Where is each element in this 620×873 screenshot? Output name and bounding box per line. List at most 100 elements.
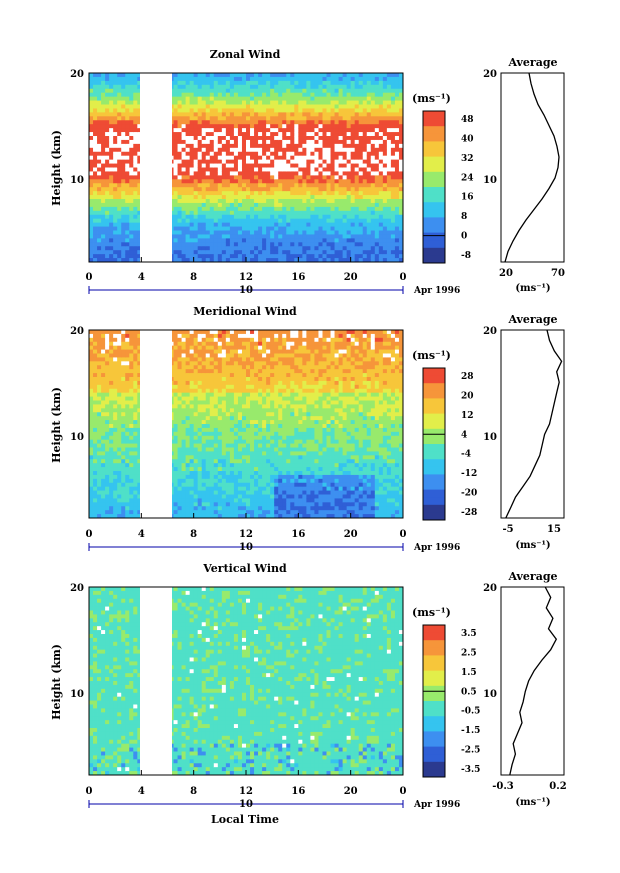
heatmap-cell bbox=[322, 210, 327, 216]
heatmap-cell bbox=[101, 463, 106, 468]
heatmap-cell bbox=[117, 471, 122, 476]
heatmap-cell bbox=[89, 412, 94, 417]
heatmap-cell bbox=[229, 84, 235, 90]
heatmap-cell bbox=[233, 250, 239, 255]
heatmap-cell bbox=[185, 151, 191, 157]
heatmap-cell bbox=[398, 108, 404, 113]
heatmap-cell bbox=[97, 242, 102, 247]
heatmap-cell bbox=[394, 258, 400, 263]
heatmap-cell bbox=[225, 226, 231, 231]
heatmap-cell bbox=[209, 195, 215, 200]
heatmap-cell bbox=[258, 246, 263, 251]
heatmap-cell bbox=[318, 116, 323, 121]
heatmap-cell bbox=[205, 242, 211, 247]
heatmap-cell bbox=[237, 155, 243, 161]
heatmap-cell bbox=[294, 104, 299, 109]
heatmap-cell bbox=[282, 191, 287, 196]
heatmap-cell bbox=[137, 238, 142, 243]
heatmap-cell bbox=[189, 139, 195, 145]
heatmap-cell bbox=[354, 254, 360, 259]
heatmap-cell bbox=[241, 139, 247, 145]
heatmap-cell bbox=[101, 246, 106, 251]
heatmap-cell bbox=[258, 242, 263, 247]
heatmap-cell bbox=[346, 80, 352, 86]
heatmap-cell bbox=[93, 250, 98, 255]
heatmap-cell bbox=[117, 408, 122, 413]
heatmap-cell bbox=[221, 139, 227, 145]
heatmap-cell bbox=[322, 112, 327, 117]
heatmap-cell bbox=[237, 250, 243, 255]
heatmap-cell bbox=[209, 250, 215, 255]
heatmap-cell bbox=[205, 76, 211, 82]
heatmap-cell bbox=[113, 155, 118, 161]
heatmap-cell bbox=[362, 179, 368, 184]
heatmap-cell bbox=[213, 147, 219, 153]
heatmap-cell bbox=[237, 167, 243, 172]
heatmap-cell bbox=[278, 258, 283, 263]
heatmap-cell bbox=[346, 202, 352, 208]
heatmap-cell bbox=[205, 100, 211, 105]
heatmap-cell bbox=[354, 151, 360, 157]
heatmap-cell bbox=[221, 258, 227, 263]
heatmap-cell bbox=[322, 151, 327, 157]
heatmap-cell bbox=[342, 143, 348, 149]
heatmap-cell bbox=[229, 151, 235, 157]
heatmap-cell bbox=[101, 112, 106, 117]
heatmap-cell bbox=[109, 498, 114, 503]
heatmap-cell bbox=[330, 183, 335, 188]
heatmap-cell bbox=[394, 155, 400, 161]
heatmap-cell bbox=[358, 214, 364, 220]
heatmap-cell bbox=[318, 183, 323, 188]
heatmap-cell bbox=[237, 210, 243, 216]
heatmap-cell bbox=[366, 143, 372, 149]
heatmap-cell bbox=[101, 388, 106, 394]
heatmap-cell bbox=[181, 92, 187, 98]
heatmap-cell bbox=[101, 214, 106, 220]
heatmap-cell bbox=[117, 502, 122, 507]
heatmap-cell bbox=[113, 337, 118, 343]
heatmap-cell bbox=[173, 404, 178, 409]
heatmap-cell bbox=[213, 88, 219, 94]
heatmap-cell bbox=[125, 116, 130, 121]
heatmap-cell bbox=[137, 132, 142, 137]
heatmap-cell bbox=[378, 175, 384, 180]
heatmap-cell bbox=[390, 171, 396, 176]
heatmap-cell bbox=[374, 108, 380, 113]
heatmap-cell bbox=[310, 128, 315, 133]
heatmap-cell bbox=[330, 147, 335, 153]
heatmap-cell bbox=[225, 246, 231, 251]
heatmap-cell bbox=[181, 392, 187, 397]
heatmap-cell bbox=[250, 250, 255, 255]
chart-title: Zonal Wind bbox=[210, 48, 281, 61]
heatmap-cell bbox=[173, 159, 178, 164]
heatmap-cell bbox=[394, 175, 400, 180]
heatmap-cell bbox=[390, 199, 396, 204]
heatmap-cell bbox=[314, 100, 319, 105]
heatmap-cell bbox=[298, 226, 303, 231]
heatmap-cell bbox=[113, 147, 118, 153]
heatmap-cell bbox=[97, 183, 102, 188]
colorbar-segment bbox=[423, 171, 445, 180]
heatmap-cell bbox=[282, 100, 287, 105]
heatmap-cell bbox=[197, 234, 203, 239]
heatmap-cell bbox=[133, 76, 138, 82]
heatmap-cell bbox=[185, 337, 191, 343]
heatmap-cell bbox=[101, 486, 106, 491]
heatmap-cell bbox=[354, 226, 360, 231]
heatmap-cell bbox=[125, 490, 130, 495]
heatmap-cell bbox=[205, 238, 211, 243]
heatmap-cell bbox=[354, 112, 360, 117]
heatmap-cell bbox=[326, 222, 331, 227]
heatmap-cell bbox=[93, 171, 98, 176]
heatmap-cell bbox=[246, 199, 251, 204]
heatmap-cell bbox=[221, 242, 227, 247]
heatmap-cell bbox=[270, 116, 275, 121]
heatmap-cell bbox=[233, 254, 239, 259]
heatmap-cell bbox=[354, 214, 360, 220]
heatmap-cell bbox=[225, 120, 231, 125]
heatmap-cell bbox=[197, 76, 203, 82]
heatmap-cell bbox=[290, 230, 295, 235]
colorbar-segment bbox=[423, 179, 445, 188]
heatmap-cell bbox=[362, 238, 368, 243]
heatmap-cell bbox=[113, 234, 118, 239]
